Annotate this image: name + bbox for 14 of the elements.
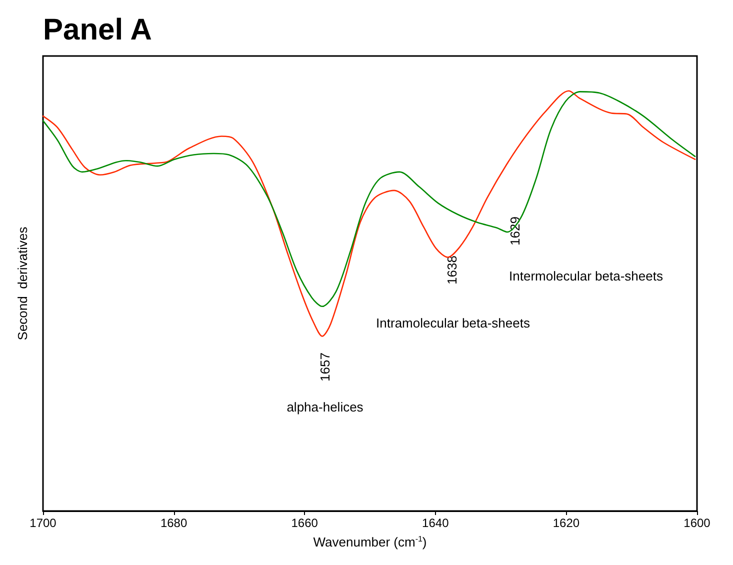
x-tick-label: 1620 (552, 516, 580, 530)
annotation: 1657 (318, 352, 332, 382)
x-tick-label: 1660 (291, 516, 318, 530)
annotation: Intermolecular beta-sheets (509, 268, 664, 284)
annotation: 1629 (508, 216, 522, 246)
x-tick-label: 1640 (422, 516, 450, 530)
annotation: Intramolecular beta-sheets (376, 316, 530, 330)
x-tick-label: 1600 (684, 516, 711, 530)
x-tick-label: 1680 (160, 516, 188, 530)
chart-title: Panel A (43, 14, 152, 46)
annotation: 1638 (444, 256, 460, 284)
y-axis-title: Second derivatives (15, 226, 30, 340)
annotation: alpha-helices (286, 400, 364, 414)
x-tick-label: 1700 (30, 516, 57, 530)
